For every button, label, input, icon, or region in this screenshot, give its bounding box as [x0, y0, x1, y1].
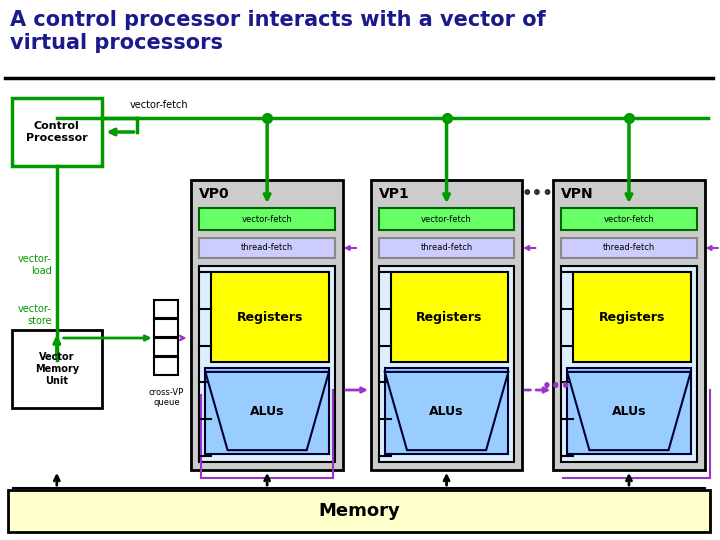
FancyBboxPatch shape — [379, 208, 514, 230]
Text: VPN: VPN — [561, 187, 594, 201]
Text: vector-fetch: vector-fetch — [242, 214, 292, 224]
Text: VP1: VP1 — [379, 187, 410, 201]
FancyBboxPatch shape — [391, 272, 508, 362]
Polygon shape — [384, 372, 508, 450]
FancyBboxPatch shape — [553, 180, 705, 470]
FancyBboxPatch shape — [8, 490, 710, 532]
FancyBboxPatch shape — [12, 98, 102, 166]
FancyBboxPatch shape — [155, 319, 179, 337]
Text: vector-fetch: vector-fetch — [603, 214, 654, 224]
Text: thread-fetch: thread-fetch — [241, 244, 293, 253]
Text: ALUs: ALUs — [429, 404, 464, 417]
Text: •••: ••• — [522, 185, 554, 203]
Text: vector-fetch: vector-fetch — [130, 100, 188, 110]
FancyBboxPatch shape — [371, 180, 522, 470]
Text: •••: ••• — [542, 379, 572, 394]
Text: vector-
load: vector- load — [18, 254, 52, 276]
Text: vector-fetch: vector-fetch — [421, 214, 472, 224]
FancyBboxPatch shape — [155, 338, 179, 356]
Polygon shape — [205, 372, 329, 450]
Text: Registers: Registers — [599, 310, 665, 323]
FancyBboxPatch shape — [205, 368, 329, 454]
Text: vector-
store: vector- store — [18, 304, 52, 326]
FancyBboxPatch shape — [199, 266, 335, 462]
Text: Memory: Memory — [318, 502, 400, 520]
FancyBboxPatch shape — [561, 208, 697, 230]
FancyBboxPatch shape — [211, 272, 329, 362]
Text: Registers: Registers — [416, 310, 482, 323]
FancyBboxPatch shape — [561, 238, 697, 258]
Text: thread-fetch: thread-fetch — [603, 244, 655, 253]
FancyBboxPatch shape — [384, 368, 508, 454]
Text: thread-fetch: thread-fetch — [420, 244, 472, 253]
Text: Vector
Memory
Unit: Vector Memory Unit — [35, 353, 79, 386]
FancyBboxPatch shape — [192, 180, 343, 470]
FancyBboxPatch shape — [199, 208, 335, 230]
FancyBboxPatch shape — [567, 368, 690, 454]
Text: VP0: VP0 — [199, 187, 230, 201]
FancyBboxPatch shape — [12, 330, 102, 408]
FancyBboxPatch shape — [379, 238, 514, 258]
FancyBboxPatch shape — [379, 266, 514, 462]
FancyBboxPatch shape — [561, 266, 697, 462]
Text: ALUs: ALUs — [612, 404, 647, 417]
Polygon shape — [567, 372, 690, 450]
Text: Registers: Registers — [237, 310, 303, 323]
Text: Control
Processor: Control Processor — [26, 121, 88, 143]
FancyBboxPatch shape — [155, 300, 179, 318]
Text: ALUs: ALUs — [250, 404, 284, 417]
Text: A control processor interacts with a vector of
virtual processors: A control processor interacts with a vec… — [10, 10, 546, 53]
FancyBboxPatch shape — [199, 238, 335, 258]
Text: cross-VP
queue: cross-VP queue — [149, 388, 184, 407]
FancyBboxPatch shape — [573, 272, 690, 362]
FancyBboxPatch shape — [155, 357, 179, 375]
